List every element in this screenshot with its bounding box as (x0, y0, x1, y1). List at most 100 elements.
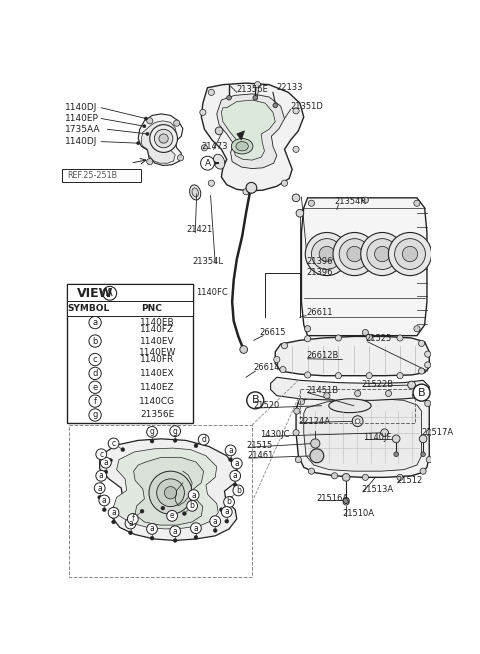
Circle shape (362, 474, 369, 481)
Circle shape (281, 180, 288, 186)
Text: 21512: 21512 (396, 476, 422, 485)
Circle shape (425, 400, 431, 407)
Circle shape (366, 373, 372, 379)
Circle shape (89, 409, 101, 421)
Circle shape (201, 156, 215, 170)
Circle shape (388, 232, 432, 275)
Circle shape (339, 239, 370, 269)
Text: SYMBOL: SYMBOL (68, 304, 110, 313)
Circle shape (304, 372, 311, 378)
Text: 21520: 21520 (254, 402, 280, 410)
Circle shape (426, 430, 432, 436)
Circle shape (402, 247, 418, 262)
Text: g: g (150, 428, 155, 436)
Text: e: e (93, 383, 98, 392)
Circle shape (421, 452, 425, 456)
Circle shape (147, 118, 153, 124)
Circle shape (224, 496, 234, 508)
Text: 21354R: 21354R (335, 197, 367, 206)
Text: 1140EX: 1140EX (140, 369, 175, 378)
Circle shape (94, 483, 105, 494)
Text: a: a (191, 490, 196, 500)
Circle shape (336, 335, 341, 341)
Circle shape (221, 507, 232, 517)
Circle shape (240, 346, 248, 353)
Circle shape (89, 353, 101, 366)
Circle shape (187, 500, 197, 511)
Text: 21517A: 21517A (421, 428, 454, 437)
Text: c: c (111, 439, 116, 448)
Polygon shape (221, 100, 275, 160)
Circle shape (304, 326, 311, 332)
Circle shape (319, 247, 335, 262)
Circle shape (355, 419, 360, 423)
Text: f: f (132, 515, 134, 523)
Circle shape (227, 95, 231, 100)
Circle shape (149, 471, 192, 514)
Polygon shape (141, 121, 177, 164)
Text: 1140JF: 1140JF (363, 433, 391, 442)
Circle shape (192, 502, 195, 506)
Text: a: a (111, 508, 116, 517)
Text: 26611: 26611 (306, 308, 333, 317)
Circle shape (296, 209, 304, 217)
Circle shape (150, 439, 154, 443)
Circle shape (273, 103, 277, 108)
Circle shape (397, 373, 403, 379)
Circle shape (362, 330, 369, 336)
Circle shape (156, 479, 184, 507)
Text: 22133: 22133 (277, 83, 303, 92)
Text: 21525: 21525 (365, 334, 392, 343)
Text: g: g (92, 411, 98, 419)
Circle shape (397, 474, 403, 481)
Circle shape (129, 531, 132, 535)
Circle shape (305, 232, 348, 275)
Circle shape (200, 109, 206, 116)
Circle shape (215, 127, 223, 135)
Polygon shape (296, 392, 429, 477)
Circle shape (425, 362, 431, 368)
Circle shape (381, 429, 388, 436)
Circle shape (225, 519, 228, 523)
Ellipse shape (236, 142, 248, 151)
Circle shape (194, 444, 198, 448)
Text: a: a (213, 517, 217, 526)
Polygon shape (133, 457, 204, 525)
Text: 1140EB: 1140EB (140, 318, 175, 327)
Circle shape (96, 449, 107, 460)
Circle shape (342, 473, 350, 481)
Text: a: a (173, 526, 178, 536)
Polygon shape (201, 83, 304, 191)
Text: a: a (128, 519, 133, 528)
Text: 22124A: 22124A (299, 417, 330, 426)
Circle shape (89, 368, 101, 379)
Text: g: g (173, 426, 178, 436)
Polygon shape (275, 336, 429, 375)
Text: 21396: 21396 (306, 268, 333, 277)
Circle shape (150, 536, 154, 540)
Text: d: d (92, 369, 98, 378)
Text: 21510A: 21510A (342, 509, 374, 518)
Circle shape (167, 511, 178, 521)
Circle shape (425, 351, 431, 357)
Polygon shape (138, 114, 183, 165)
Text: 1140EP: 1140EP (65, 114, 99, 123)
Circle shape (308, 200, 314, 206)
Text: 1140DJ: 1140DJ (65, 103, 97, 112)
Circle shape (246, 182, 257, 193)
Text: PNC: PNC (142, 304, 163, 313)
Text: 21513A: 21513A (361, 485, 394, 494)
Text: 1140FR: 1140FR (140, 355, 175, 364)
Circle shape (343, 497, 349, 504)
Circle shape (352, 416, 363, 426)
Circle shape (191, 523, 201, 534)
Circle shape (362, 197, 369, 203)
Polygon shape (114, 448, 218, 529)
Circle shape (98, 496, 102, 499)
Circle shape (231, 458, 242, 469)
Circle shape (121, 448, 125, 451)
Circle shape (161, 506, 165, 510)
Text: 21421: 21421 (186, 225, 212, 234)
Text: 26614: 26614 (254, 364, 280, 373)
Text: 1140CG: 1140CG (139, 396, 176, 405)
